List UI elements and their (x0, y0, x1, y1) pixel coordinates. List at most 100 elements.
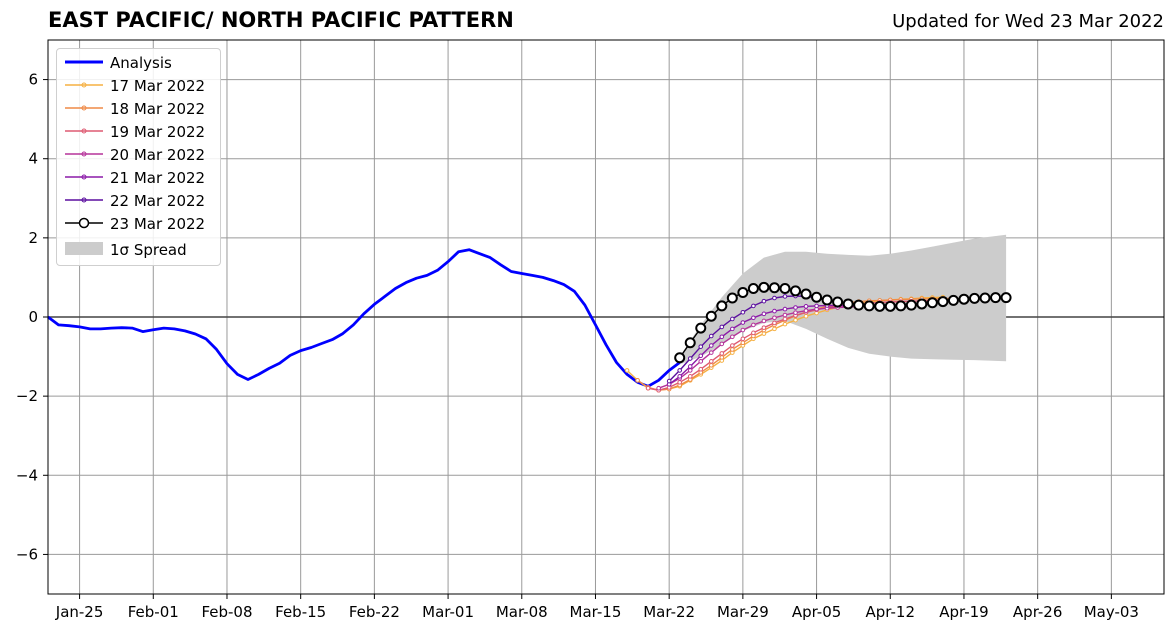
data-point (726, 292, 738, 304)
data-point (772, 295, 777, 301)
legend-label: 22 Mar 2022 (110, 192, 206, 210)
data-point (695, 322, 707, 334)
data-point (730, 326, 735, 332)
data-point (863, 300, 875, 312)
data-point (803, 304, 809, 309)
data-point (761, 331, 767, 336)
data-point (645, 385, 651, 391)
data-point (708, 362, 714, 368)
data-point (782, 312, 788, 318)
data-point (768, 282, 780, 294)
data-point (793, 305, 798, 310)
x-tick-label: Apr-05 (792, 603, 842, 621)
data-point (853, 299, 865, 311)
data-point (884, 300, 896, 312)
data-point (698, 344, 704, 349)
data-point (674, 352, 686, 364)
legend-item-analysis: Analysis (57, 52, 220, 72)
data-point (761, 311, 767, 317)
data-point (698, 366, 704, 372)
x-tick-label: May-03 (1084, 603, 1139, 621)
data-point (677, 379, 682, 385)
data-point (677, 368, 682, 373)
legend-item-22mar: 22 Mar 2022 (57, 190, 220, 210)
data-point (656, 385, 661, 391)
data-point (968, 292, 980, 304)
series-line-0 (47, 248, 681, 388)
data-point (740, 336, 746, 342)
spread-area (679, 234, 1007, 365)
data-point (832, 296, 844, 308)
data-point (821, 294, 833, 306)
data-point (687, 356, 693, 361)
data-point (751, 330, 756, 336)
x-tick-label: Mar-15 (570, 603, 622, 621)
data-point (687, 368, 693, 373)
y-tick-label: −2 (16, 387, 38, 405)
data-point (793, 310, 798, 315)
x-tick-label: Feb-01 (128, 603, 179, 621)
spread-band (679, 234, 1007, 365)
x-tick-label: Feb-22 (349, 603, 400, 621)
legend-item-20mar: 20 Mar 2022 (57, 144, 220, 164)
data-point (730, 347, 735, 352)
data-point (708, 343, 714, 348)
data-point (666, 378, 672, 384)
data-point (687, 364, 693, 369)
legend-item-18mar: 18 Mar 2022 (57, 98, 220, 118)
data-point (730, 343, 735, 348)
y-tick-label: 6 (28, 71, 38, 89)
data-point (751, 322, 756, 328)
data-point (719, 351, 725, 356)
data-point (740, 320, 746, 325)
data-point (895, 300, 907, 312)
data-point (1000, 292, 1012, 304)
y-tick-label: 2 (28, 229, 38, 247)
y-tick-label: 0 (28, 308, 38, 326)
legend-item-spread: 1σ Spread (57, 239, 220, 259)
axes: Jan-25 Feb-01 Feb-08 Feb-15 Feb-22 Mar-01 Mar-… (16, 39, 1165, 621)
data-point (708, 350, 714, 355)
data-point (708, 359, 714, 364)
data-point (772, 308, 777, 314)
data-point (698, 359, 704, 364)
data-point (751, 303, 756, 309)
data-point (874, 300, 886, 312)
data-point (990, 292, 1002, 304)
y-tick-label: −4 (16, 466, 38, 484)
data-point (751, 315, 756, 321)
x-tick-label: Feb-08 (201, 603, 252, 621)
x-tick-label: Mar-08 (496, 603, 548, 621)
data-point (687, 374, 693, 379)
data-point (782, 294, 788, 299)
data-point (779, 283, 791, 295)
data-point (761, 325, 767, 330)
data-point (926, 297, 938, 309)
data-point (772, 315, 777, 321)
legend-label: 23 Mar 2022 (110, 215, 206, 233)
data-point (730, 316, 735, 322)
data-point (905, 299, 917, 311)
data-point (803, 313, 809, 319)
data-point (719, 324, 725, 330)
legend-label: 18 Mar 2022 (110, 100, 206, 118)
data-point (979, 292, 991, 304)
data-point (740, 327, 746, 333)
legend: Analysis 17 Mar 2022 18 Mar 2022 19 Mar … (56, 48, 221, 266)
updated-date: Updated for Wed 23 Mar 2022 (892, 11, 1164, 32)
data-point (782, 316, 788, 322)
legend-label: Analysis (110, 54, 172, 72)
data-point (772, 326, 777, 332)
data-point (747, 283, 759, 295)
legend-label: 21 Mar 2022 (110, 169, 206, 187)
data-point (758, 281, 770, 293)
data-point (937, 296, 949, 308)
data-point (782, 321, 788, 327)
legend-item-17mar: 17 Mar 2022 (57, 75, 220, 95)
x-tick-label: Mar-01 (422, 603, 474, 621)
data-point (790, 285, 802, 297)
legend-label: 20 Mar 2022 (110, 146, 206, 164)
data-point (761, 298, 767, 304)
data-point (916, 298, 928, 310)
